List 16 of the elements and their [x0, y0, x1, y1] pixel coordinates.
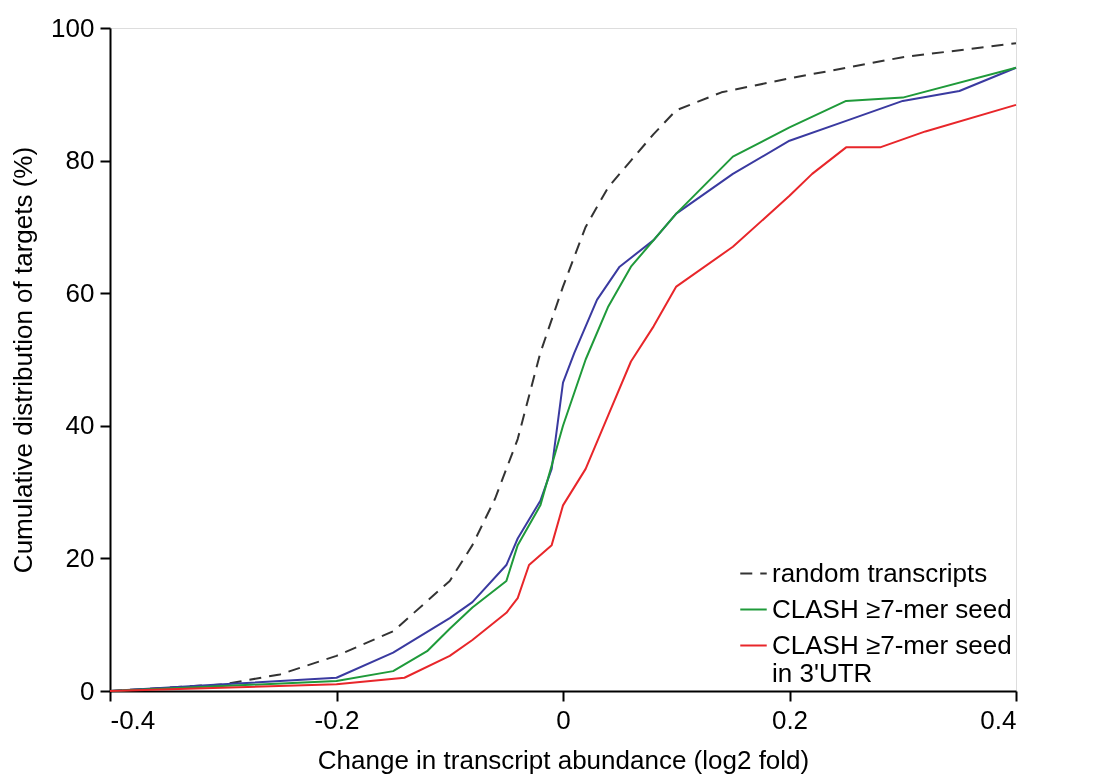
legend-label: CLASH ≥7-mer seed	[772, 593, 1012, 624]
y-tick-label: 0	[80, 675, 95, 706]
y-axis-title: Cumulative distribution of targets (%)	[8, 146, 39, 574]
y-tick-label: 20	[65, 542, 95, 573]
legend-label: CLASH ≥7-mer seed in 3'UTR	[772, 629, 1012, 688]
y-tick-label: 80	[65, 145, 95, 176]
y-tick-label: 60	[65, 277, 95, 308]
x-tick-label: -0.4	[110, 704, 156, 735]
x-tick-label: -0.2	[314, 704, 360, 735]
y-tick-label: 100	[51, 12, 95, 43]
x-tick-label: 0.4	[980, 704, 1017, 735]
y-tick-label: 40	[65, 410, 95, 441]
x-tick-label: 0	[556, 704, 571, 735]
x-axis-title: Change in transcript abundance (log2 fold)	[317, 744, 810, 775]
legend-label: random transcripts	[772, 557, 988, 588]
x-tick-label: 0.2	[771, 704, 809, 735]
